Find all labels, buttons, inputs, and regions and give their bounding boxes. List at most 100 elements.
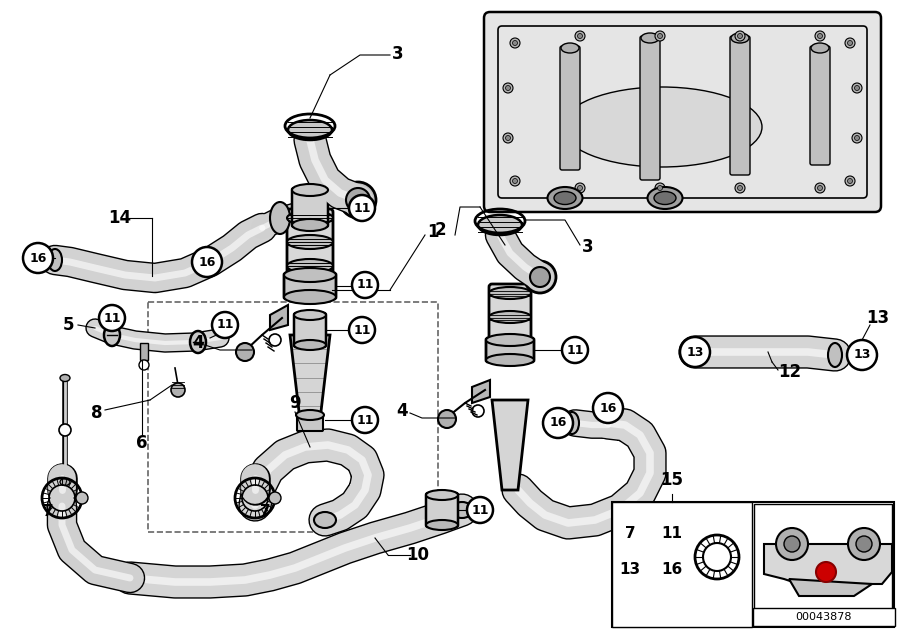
Text: 11: 11 [353, 323, 371, 337]
Circle shape [854, 135, 859, 140]
Circle shape [192, 247, 222, 277]
Polygon shape [764, 544, 892, 584]
Circle shape [236, 343, 254, 361]
Ellipse shape [314, 512, 336, 528]
Circle shape [815, 183, 825, 193]
Text: 8: 8 [91, 404, 103, 422]
Ellipse shape [641, 33, 659, 43]
Circle shape [349, 195, 375, 221]
Circle shape [99, 305, 125, 331]
Text: 11: 11 [356, 279, 374, 291]
Ellipse shape [104, 324, 120, 346]
Circle shape [847, 340, 877, 370]
Text: 11: 11 [216, 319, 234, 331]
Text: 13: 13 [619, 563, 641, 577]
Polygon shape [290, 335, 330, 420]
Text: 2: 2 [434, 221, 446, 239]
Text: 11: 11 [472, 504, 489, 516]
Circle shape [139, 360, 149, 370]
Ellipse shape [190, 331, 206, 353]
Circle shape [467, 497, 493, 523]
Text: 11: 11 [662, 526, 682, 542]
Circle shape [655, 31, 665, 41]
Ellipse shape [288, 120, 332, 140]
Circle shape [506, 135, 510, 140]
Circle shape [680, 337, 710, 367]
Ellipse shape [284, 290, 336, 304]
Ellipse shape [294, 340, 326, 350]
Ellipse shape [294, 310, 326, 320]
Circle shape [817, 34, 823, 39]
Text: 16: 16 [662, 563, 682, 577]
Text: 1: 1 [428, 223, 439, 241]
Circle shape [171, 383, 185, 397]
Circle shape [575, 183, 585, 193]
Circle shape [845, 38, 855, 48]
Circle shape [23, 243, 53, 273]
Circle shape [503, 133, 513, 143]
Text: 4: 4 [396, 402, 408, 420]
Ellipse shape [562, 87, 762, 167]
Circle shape [852, 133, 862, 143]
Text: 13: 13 [853, 349, 870, 361]
Ellipse shape [688, 340, 702, 364]
Text: 7: 7 [260, 504, 270, 519]
Text: 10: 10 [407, 546, 429, 564]
FancyBboxPatch shape [640, 36, 660, 180]
Text: 4: 4 [193, 334, 203, 352]
Ellipse shape [284, 268, 336, 282]
Text: 12: 12 [778, 363, 802, 381]
Circle shape [562, 337, 588, 363]
Ellipse shape [60, 479, 70, 486]
Ellipse shape [292, 219, 328, 231]
Circle shape [658, 185, 662, 190]
Text: 16: 16 [599, 401, 616, 415]
Circle shape [510, 38, 520, 48]
Ellipse shape [565, 412, 579, 434]
Ellipse shape [287, 259, 333, 273]
Circle shape [349, 317, 375, 343]
Ellipse shape [486, 334, 534, 346]
Circle shape [815, 31, 825, 41]
Text: 9: 9 [289, 394, 301, 412]
Circle shape [593, 393, 623, 423]
Circle shape [506, 86, 510, 91]
Circle shape [212, 312, 238, 338]
Circle shape [512, 178, 517, 184]
Circle shape [848, 178, 852, 184]
FancyBboxPatch shape [284, 273, 336, 299]
Polygon shape [140, 343, 148, 360]
Ellipse shape [292, 184, 328, 196]
Ellipse shape [486, 354, 534, 366]
FancyBboxPatch shape [486, 338, 534, 362]
Ellipse shape [489, 311, 531, 323]
Circle shape [76, 492, 88, 504]
Ellipse shape [478, 215, 522, 235]
FancyBboxPatch shape [753, 608, 895, 626]
FancyBboxPatch shape [297, 414, 323, 431]
FancyBboxPatch shape [292, 188, 328, 227]
Text: 6: 6 [136, 434, 148, 452]
Ellipse shape [287, 235, 333, 249]
Text: 11: 11 [104, 312, 121, 324]
Circle shape [845, 176, 855, 186]
Ellipse shape [451, 502, 473, 518]
Circle shape [346, 188, 370, 212]
Circle shape [735, 31, 745, 41]
Circle shape [737, 34, 742, 39]
FancyBboxPatch shape [754, 504, 892, 625]
Polygon shape [789, 579, 872, 596]
FancyBboxPatch shape [612, 502, 752, 627]
Ellipse shape [654, 192, 676, 204]
Circle shape [472, 405, 484, 417]
Circle shape [848, 41, 852, 46]
Ellipse shape [60, 375, 70, 382]
FancyBboxPatch shape [287, 209, 333, 275]
Ellipse shape [561, 43, 579, 53]
Circle shape [575, 31, 585, 41]
Ellipse shape [811, 43, 829, 53]
Circle shape [817, 185, 823, 190]
Circle shape [352, 272, 378, 298]
Ellipse shape [426, 520, 458, 530]
Ellipse shape [296, 410, 324, 420]
